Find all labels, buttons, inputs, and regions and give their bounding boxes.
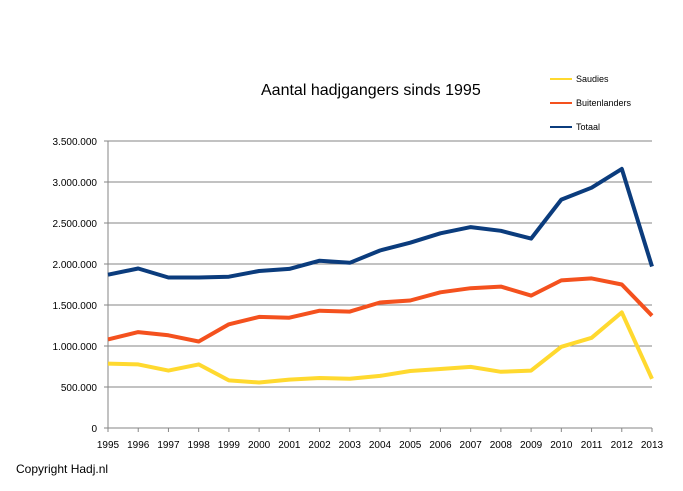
x-tick-label: 1997 <box>157 440 180 451</box>
y-tick-label: 500.000 <box>61 383 98 394</box>
x-tick-label: 2010 <box>550 440 573 451</box>
legend-label-saudies: Saudies <box>576 74 609 84</box>
y-tick-label: 3.500.000 <box>53 137 98 148</box>
axis-layer: 0 500.000 1.000.000 1.500.000 2.000.000 2.500… <box>53 137 664 451</box>
x-tick-label: 1995 <box>97 440 120 451</box>
series-line-totaal <box>107 166 654 280</box>
y-tick-label: 1.000.000 <box>53 342 98 353</box>
x-tick-label: 2002 <box>308 440 331 451</box>
series-layer <box>107 166 654 385</box>
grid-layer <box>108 140 652 388</box>
x-tick-label: 2011 <box>581 440 603 451</box>
y-tick-label: 2.000.000 <box>53 260 98 271</box>
x-tick-label: 2003 <box>339 440 362 451</box>
copyright-text: Copyright Hadj.nl <box>16 462 109 476</box>
chart-title: Aantal hadjgangers sinds 1995 <box>261 82 481 99</box>
x-tick-label: 2013 <box>641 440 664 451</box>
x-tick-label: 1996 <box>127 440 150 451</box>
x-tick-label: 2000 <box>248 440 271 451</box>
x-tick-label: 1998 <box>188 440 211 451</box>
x-tick-label: 2001 <box>278 440 301 451</box>
x-tick-label: 1999 <box>218 440 241 451</box>
y-tick-label: 2.500.000 <box>53 219 98 230</box>
legend-label-totaal: Totaal <box>576 122 600 132</box>
y-tick-label: 0 <box>91 424 97 435</box>
x-tick-label: 2007 <box>460 440 483 451</box>
legend-label-buitenlanders: Buitenlanders <box>576 98 632 108</box>
x-tick-label: 2005 <box>399 440 422 451</box>
y-tick-label: 1.500.000 <box>53 301 98 312</box>
x-tick-label: 2006 <box>429 440 452 451</box>
x-tick-label: 2012 <box>611 440 634 451</box>
legend: Saudies Buitenlanders Totaal <box>550 74 632 132</box>
y-tick-label: 3.000.000 <box>53 178 98 189</box>
x-tick-label: 2008 <box>490 440 513 451</box>
x-tick-label: 2004 <box>369 440 392 451</box>
series-line-saudies <box>107 310 654 385</box>
x-tick-label: 2009 <box>520 440 543 451</box>
series-line-buitenlanders <box>107 276 654 344</box>
